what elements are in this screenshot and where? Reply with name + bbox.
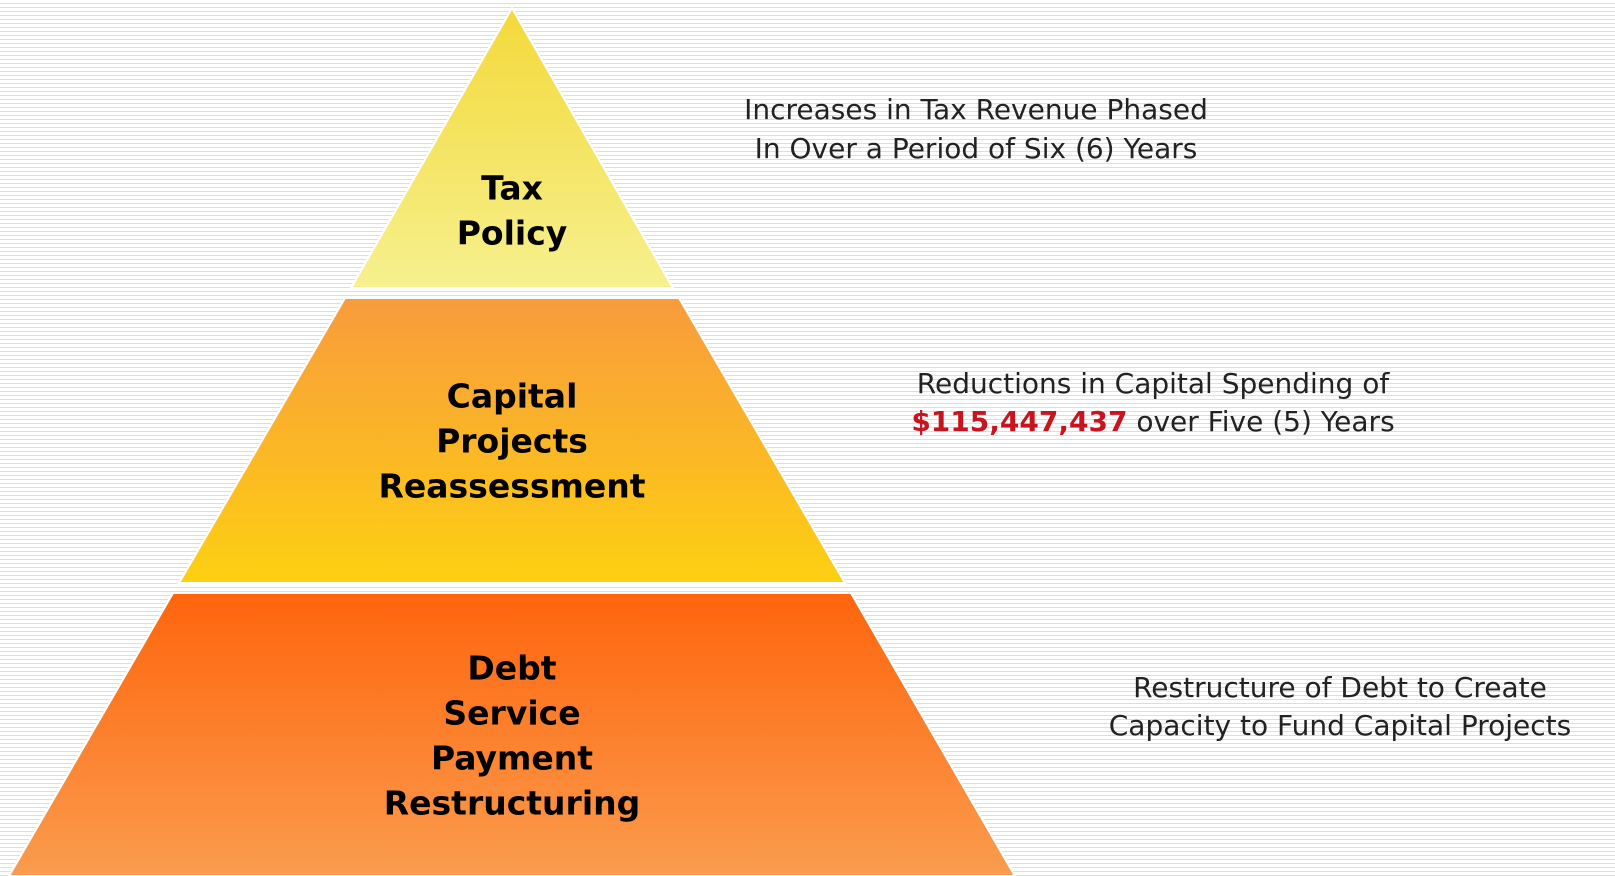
tier-description: Restructure of Debt to Create xyxy=(1133,671,1547,704)
tier-label: Service xyxy=(443,694,580,733)
tier-description: Increases in Tax Revenue Phased xyxy=(744,93,1208,126)
tier-description: In Over a Period of Six (6) Years xyxy=(755,132,1198,165)
tier-label: Projects xyxy=(436,422,588,461)
tier-description: $115,447,437 over Five (5) Years xyxy=(911,405,1394,438)
tier-bottom xyxy=(7,592,1017,876)
tier-description: Capacity to Fund Capital Projects xyxy=(1109,709,1571,742)
tier-label: Payment xyxy=(431,739,593,778)
tier-label: Debt xyxy=(467,649,556,688)
tier-label: Capital xyxy=(447,377,578,416)
tier-top xyxy=(349,5,675,289)
highlight-amount: $115,447,437 xyxy=(911,405,1127,438)
tier-label: Restructuring xyxy=(384,784,641,823)
tier-label: Tax xyxy=(481,169,543,208)
description-rest: over Five (5) Years xyxy=(1136,405,1394,438)
tier-label: Reassessment xyxy=(378,467,645,506)
tier-middle xyxy=(177,297,847,584)
tier-label: Policy xyxy=(457,214,568,253)
tier-description: Reductions in Capital Spending of xyxy=(917,367,1391,400)
